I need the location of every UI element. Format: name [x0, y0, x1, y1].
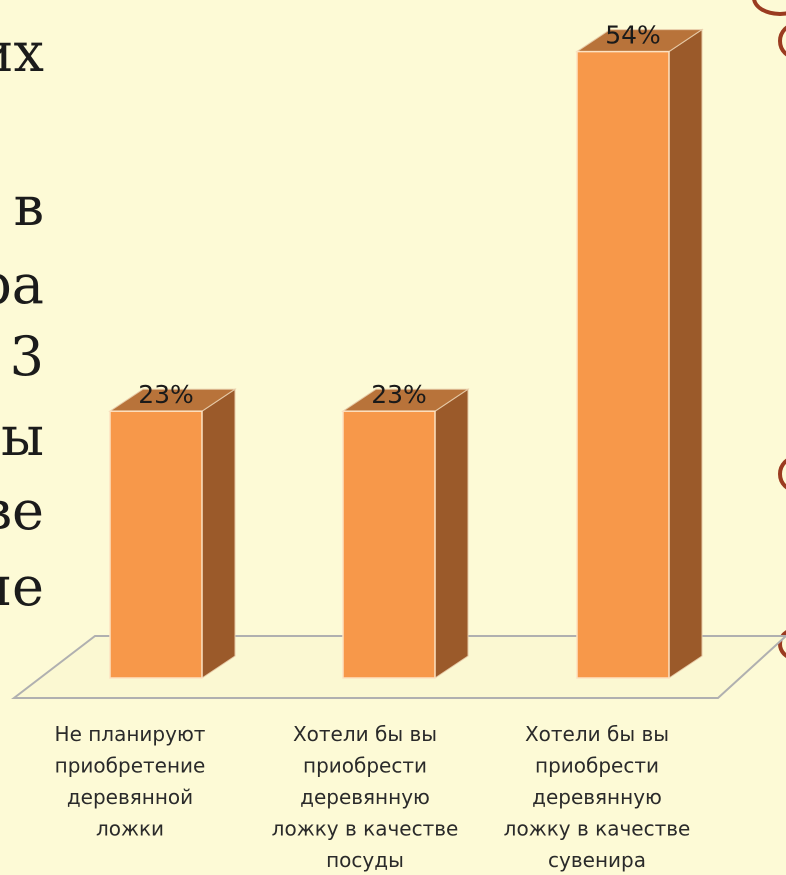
bar-front-face: [342, 410, 436, 679]
background-text-fragment: их: [0, 21, 44, 84]
bar-front-face: [109, 410, 203, 679]
background-text-fragment: ие: [0, 555, 44, 618]
category-label-line: ложки: [96, 817, 164, 841]
background-text-fragment: ы: [1, 405, 44, 468]
category-label-line: сувенира: [548, 848, 646, 872]
category-label-1: Не планируют приобретение деревянной ложки: [55, 722, 206, 841]
category-label-line: деревянную: [532, 785, 662, 809]
category-label-line: деревянную: [300, 785, 430, 809]
category-label-2: Хотели бы вы приобрести деревянную ложку в …: [272, 722, 459, 872]
bar-side-face: [201, 388, 236, 679]
bar-1: [108, 388, 237, 679]
background-text-fragment: ве: [0, 479, 44, 542]
category-label-line: Хотели бы вы: [293, 722, 437, 746]
background-text-fragment: 3: [9, 325, 44, 388]
background-text-fragment: ра: [0, 253, 44, 316]
data-label-1: 23%: [138, 380, 194, 409]
category-label-line: ложку в качестве: [272, 817, 459, 841]
category-label-line: приобретение: [55, 754, 206, 778]
bar-3: [575, 28, 704, 679]
category-label-line: Не планируют: [55, 722, 206, 746]
bar-2: [341, 388, 470, 679]
chart-category-labels: Не планируют приобретение деревянной ложки Х…: [55, 722, 691, 872]
bar-side-face: [434, 388, 469, 679]
chart-data-labels: 23% 23% 54%: [138, 21, 661, 410]
bar-front-face: [576, 50, 670, 679]
category-label-3: Хотели бы вы приобрести деревянную ложку в …: [504, 722, 691, 872]
category-label-line: приобрести: [303, 754, 427, 778]
chart-bars: [108, 28, 704, 679]
category-label-line: ложку в качестве: [504, 817, 691, 841]
category-label-line: Хотели бы вы: [525, 722, 669, 746]
data-label-3: 54%: [605, 21, 661, 50]
category-label-line: приобрести: [535, 754, 659, 778]
background-text-fragment: в: [13, 175, 44, 238]
category-label-line: деревянной: [67, 785, 193, 809]
bar-side-face: [668, 28, 703, 679]
data-label-2: 23%: [371, 380, 427, 409]
category-label-line: посуды: [326, 848, 404, 872]
